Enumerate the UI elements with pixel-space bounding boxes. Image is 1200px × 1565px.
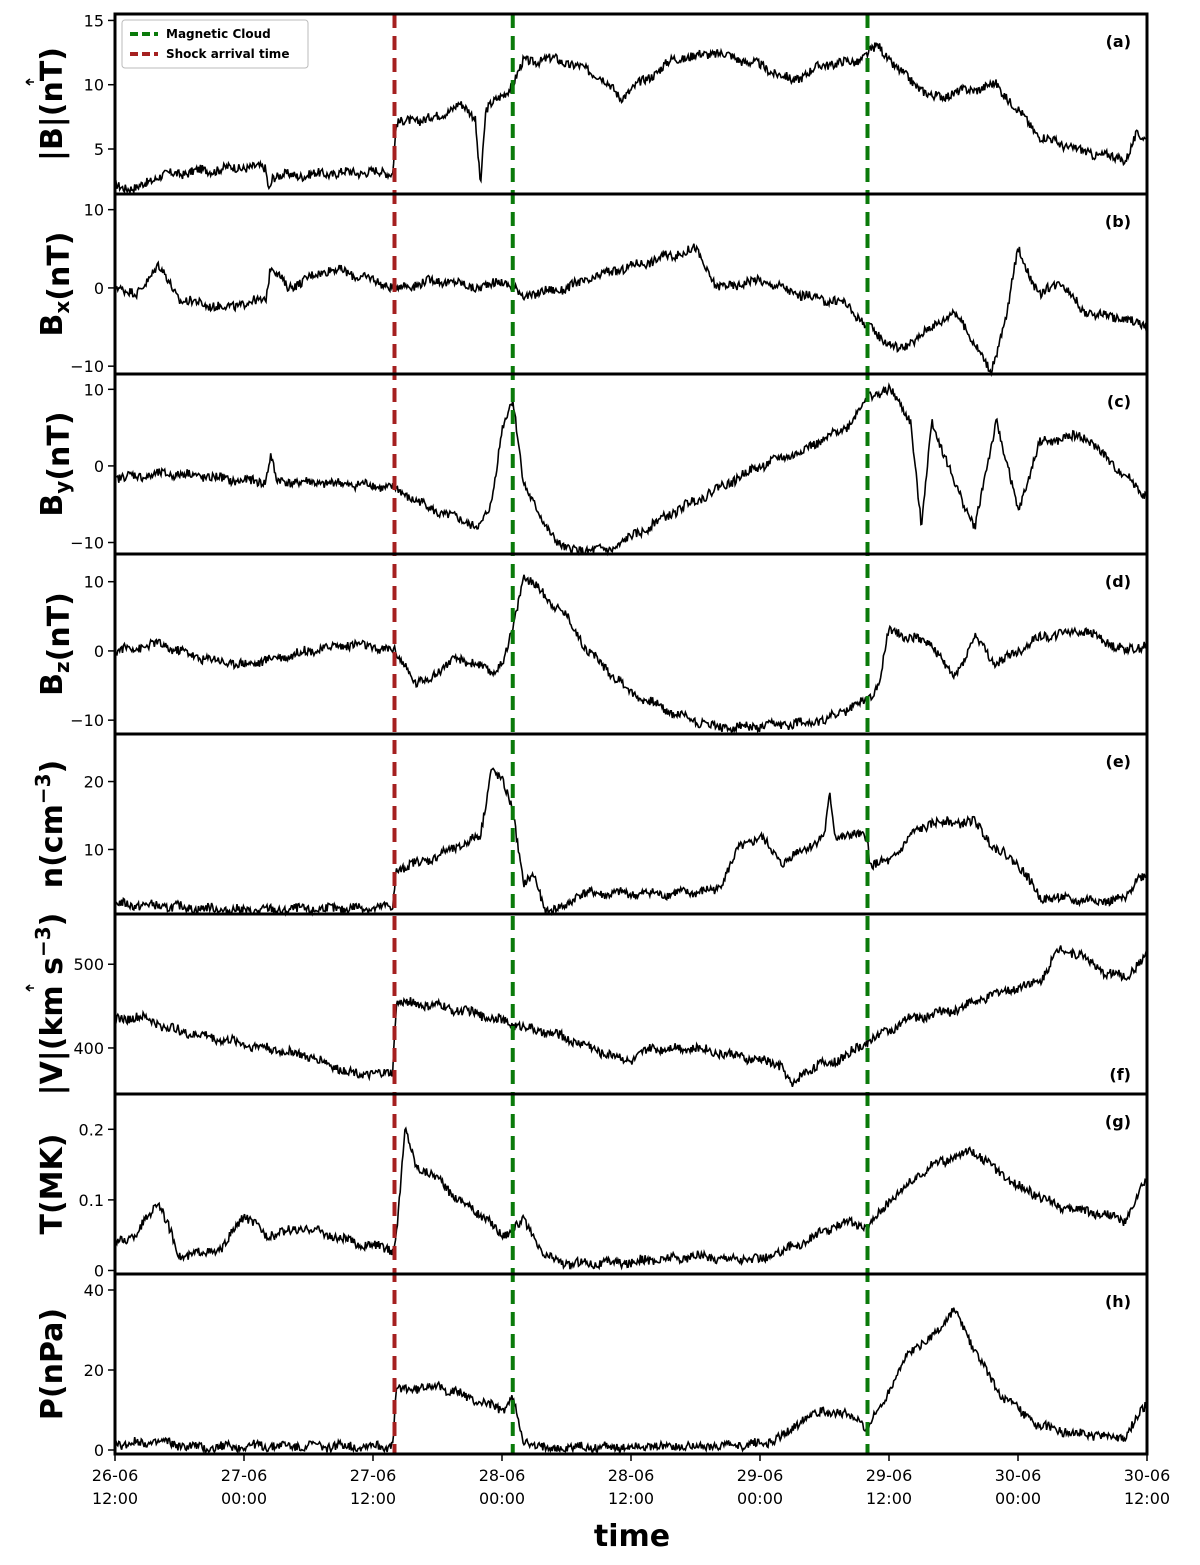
panel-tag: (f): [1109, 1065, 1131, 1084]
y-tick-label: 10: [84, 840, 104, 859]
legend-entry-label: Magnetic Cloud: [166, 27, 271, 41]
y-tick-label: 0: [94, 457, 104, 476]
panel-f: 400 500 (f) |V|(km s−3): [25, 913, 1148, 1096]
series-line: [114, 1126, 1148, 1271]
y-axis-label: Bz(nT): [35, 592, 77, 696]
y-tick-label: 400: [73, 1039, 104, 1058]
x-tick-label: 29-06: [866, 1466, 913, 1485]
series-line: [114, 243, 1148, 378]
panel-tag: (g): [1105, 1112, 1131, 1131]
panel-d: −10 0 10 (d) Bz(nT): [35, 572, 1148, 735]
x-tick-label: 28-06: [479, 1466, 526, 1485]
x-tick-label: 00:00: [221, 1489, 267, 1508]
panel-frame: [113, 552, 1149, 736]
y-axis-label: n(cm−3): [31, 760, 70, 889]
y-axis-label: P(nPa): [35, 1308, 70, 1420]
legend-entry-label: Shock arrival time: [166, 47, 289, 61]
x-tick-label: 00:00: [995, 1489, 1041, 1508]
panels: 5 10 15 (a) |B|(nT) −10 0 10 (b) Bx(nT) −10 0 10 (c) B…: [25, 11, 1148, 1460]
y-tick-label: −10: [70, 711, 104, 730]
y-tick-label: −10: [70, 534, 104, 553]
x-tick-label: 27-06: [350, 1466, 397, 1485]
y-tick-label: 20: [84, 1361, 104, 1380]
panel-frames: [113, 12, 1149, 1456]
y-tick-label: 0: [94, 279, 104, 298]
y-tick-label: 0.1: [79, 1191, 104, 1210]
y-tick-label: 0: [94, 1261, 104, 1280]
panel-g: 0 0.1 0.2 (g) T(MK): [35, 1112, 1148, 1280]
panel-a: 5 10 15 (a) |B|(nT): [25, 11, 1148, 196]
panel-b: −10 0 10 (b) Bx(nT): [35, 201, 1148, 378]
y-axis-label: Bx(nT): [35, 231, 77, 336]
y-tick-label: 40: [84, 1281, 104, 1300]
y-tick-label: 0.2: [79, 1120, 104, 1139]
x-tick-label: 28-06: [608, 1466, 655, 1485]
y-tick-label: 10: [84, 76, 104, 95]
y-axis-label: By(nT): [35, 411, 77, 516]
series-line: [114, 767, 1148, 917]
panel-tag: (b): [1105, 212, 1131, 231]
y-axis-label: |B|(nT): [35, 47, 70, 161]
panel-tag: (d): [1105, 572, 1131, 591]
panel-frame: [113, 912, 1149, 1096]
y-tick-label: 15: [84, 11, 104, 30]
y-tick-label: 10: [84, 380, 104, 399]
panel-frame: [113, 1272, 1149, 1456]
y-tick-label: 20: [84, 773, 104, 792]
x-tick-label: 26-06: [92, 1466, 139, 1485]
series-line: [114, 574, 1148, 735]
y-tick-label: 0: [94, 642, 104, 661]
y-tick-label: 10: [84, 201, 104, 220]
panel-e: 10 20 (e) n(cm−3): [31, 752, 1148, 917]
panel-frame: [113, 732, 1149, 916]
y-tick-label: 500: [73, 955, 104, 974]
y-axis-label: T(MK): [35, 1134, 70, 1235]
x-tick-label: 12:00: [866, 1489, 912, 1508]
panel-h: 0 20 40 (h) P(nPa): [35, 1281, 1148, 1460]
legend-box: [121, 19, 309, 69]
x-tick-label: 00:00: [479, 1489, 525, 1508]
panel-frame: [113, 192, 1149, 376]
series-line: [114, 42, 1148, 196]
series-line: [114, 382, 1148, 557]
x-tick-label: 00:00: [737, 1489, 783, 1508]
panel-tag: (e): [1106, 752, 1131, 771]
legend: Magnetic Cloud Shock arrival time: [121, 19, 309, 69]
event-markers: [392, 14, 870, 1454]
x-axis-label: time: [594, 1519, 670, 1554]
x-axis: 26-06 12:00 27-06 00:00 27-06 12:00 28-06 00:00…: [92, 1454, 1171, 1508]
x-tick-label: 12:00: [608, 1489, 654, 1508]
vector-arrow: [25, 78, 34, 86]
x-tick-label: 12:00: [1124, 1489, 1170, 1508]
x-tick-label: 30-06: [1124, 1466, 1171, 1485]
x-tick-label: 12:00: [350, 1489, 396, 1508]
y-axis-label: |V|(km s−3): [31, 913, 70, 1096]
x-tick-label: 29-06: [737, 1466, 784, 1485]
y-tick-label: 0: [94, 1441, 104, 1460]
vector-arrow: [25, 984, 34, 992]
panel-frame: [113, 1092, 1149, 1276]
panel-tag: (h): [1105, 1292, 1131, 1311]
x-tick-label: 30-06: [995, 1466, 1042, 1485]
series-line: [114, 945, 1148, 1088]
x-tick-label: 12:00: [92, 1489, 138, 1508]
y-tick-label: 10: [84, 573, 104, 592]
x-tick-label: 27-06: [221, 1466, 268, 1485]
panel-tag: (c): [1107, 392, 1131, 411]
series-line: [114, 1307, 1148, 1456]
panel-tag: (a): [1106, 32, 1131, 51]
panel-c: −10 0 10 (c) By(nT): [35, 380, 1148, 557]
y-tick-label: −10: [70, 357, 104, 376]
y-tick-label: 5: [94, 140, 104, 159]
